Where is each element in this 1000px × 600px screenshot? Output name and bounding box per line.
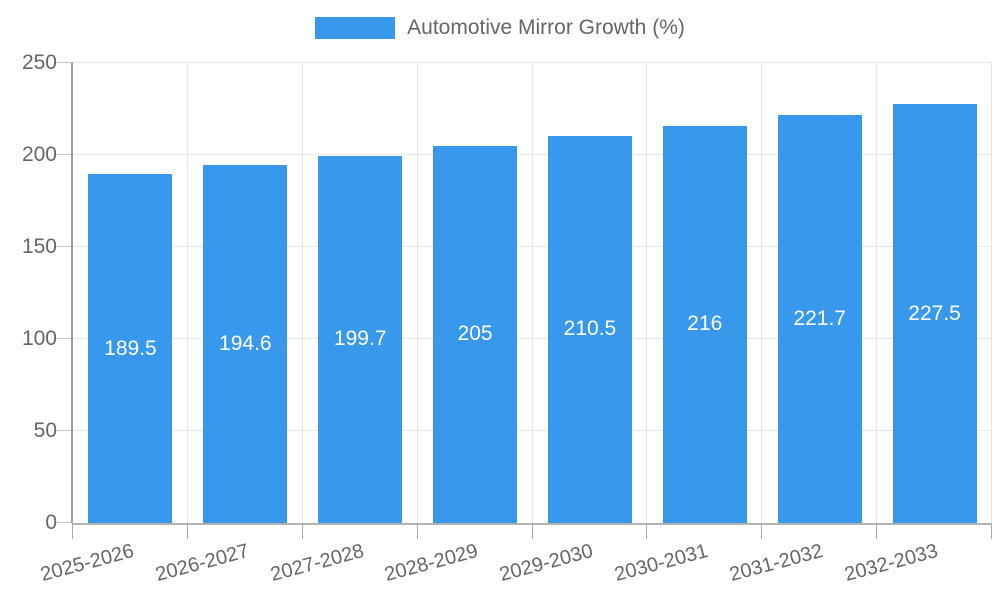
v-gridline: [876, 63, 878, 523]
x-axis-tick: [761, 523, 763, 539]
x-tick-label: 2030-2031: [612, 540, 711, 587]
x-tick-label: 2029-2030: [497, 540, 596, 587]
bar-value-label: 210.5: [563, 317, 617, 341]
h-gridline: [73, 338, 992, 339]
y-axis-tick: [57, 522, 73, 523]
x-tick-label: 2032-2033: [842, 540, 941, 587]
y-tick-label: 200: [21, 143, 57, 166]
x-tick-label: 2028-2029: [382, 540, 481, 587]
bar-value-label: 199.7: [333, 327, 387, 351]
x-tick-label: 2026-2027: [152, 540, 252, 587]
bar[interactable]: [547, 135, 632, 523]
x-tick-label: 2025-2026: [38, 540, 137, 587]
v-gridline: [991, 63, 992, 523]
y-tick-label: 250: [21, 51, 57, 74]
x-tick-label: 2031-2032: [727, 540, 826, 587]
x-axis-tick: [876, 523, 878, 539]
x-axis-tick: [186, 523, 188, 539]
chart-legend[interactable]: Automotive Mirror Growth (%): [0, 16, 1000, 40]
bar[interactable]: [318, 155, 403, 523]
y-tick-label: 0: [45, 511, 57, 534]
bar[interactable]: [777, 115, 862, 523]
x-tick-label: 2027-2028: [267, 540, 366, 587]
x-axis-tick: [646, 523, 648, 539]
x-axis-tick: [991, 523, 992, 539]
bar-value-label: 221.7: [793, 307, 846, 331]
bar-value-label: 194.6: [219, 331, 272, 355]
y-axis-tick: [57, 62, 73, 63]
v-gridline: [646, 63, 648, 523]
bar[interactable]: [433, 145, 518, 523]
v-gridline: [761, 63, 763, 523]
legend-swatch-icon: [315, 17, 396, 39]
y-axis-tick: [57, 430, 73, 431]
y-axis-tick: [57, 246, 73, 247]
y-axis-tick: [57, 154, 73, 155]
x-axis-tick: [301, 523, 303, 539]
y-tick-label: 100: [21, 327, 57, 350]
bar-value-label: 216: [687, 312, 723, 336]
h-gridline: [73, 62, 992, 63]
bar-value-label: 189.5: [104, 336, 157, 360]
x-axis-tick: [531, 523, 533, 539]
bar[interactable]: [892, 104, 977, 523]
v-gridline: [531, 63, 533, 523]
x-axis-tick: [72, 523, 73, 539]
v-gridline: [301, 63, 303, 523]
v-gridline: [186, 63, 188, 523]
y-axis-tick: [57, 338, 73, 339]
bar[interactable]: [662, 125, 747, 523]
v-gridline: [416, 63, 418, 523]
h-gridline: [73, 430, 992, 431]
bar-value-label: 227.5: [908, 301, 961, 325]
y-axis-line: [71, 63, 73, 523]
x-axis-line: [73, 523, 992, 525]
bar[interactable]: [203, 164, 288, 523]
bar[interactable]: [88, 174, 173, 523]
legend-label: Automotive Mirror Growth (%): [407, 16, 685, 39]
h-gridline: [73, 246, 992, 247]
bar-value-label: 205: [457, 322, 493, 346]
h-gridline: [73, 154, 992, 155]
x-axis-tick: [416, 523, 418, 539]
y-tick-label: 150: [21, 235, 57, 258]
y-tick-label: 50: [33, 419, 57, 442]
